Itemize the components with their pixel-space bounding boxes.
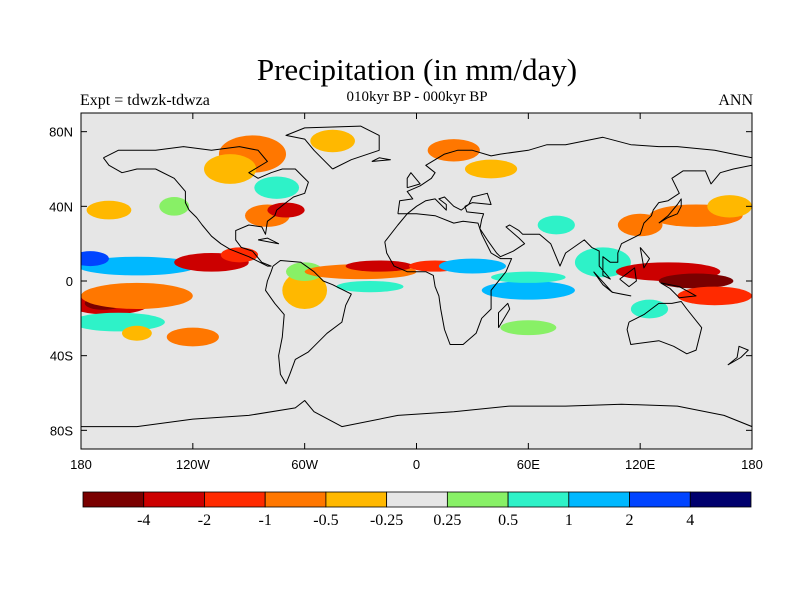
coastline — [593, 271, 613, 293]
colorbar-swatch — [629, 491, 691, 508]
anomaly-patch — [81, 312, 165, 332]
y-tick-label: 40S — [50, 349, 73, 364]
x-tick-label: 180 — [741, 457, 763, 472]
coastline — [265, 260, 352, 385]
colorbar: -4 -2 -1 -0.5 -0.25 0.25 0.5 1 2 4 — [82, 491, 752, 529]
coastline — [626, 301, 703, 355]
anomaly-patch — [310, 129, 355, 153]
coastline — [612, 291, 632, 297]
colorbar-label: 0.5 — [498, 512, 518, 529]
y-tick-label: 80S — [50, 423, 73, 438]
colorbar-label: 0.25 — [433, 512, 461, 529]
colorbar-swatch — [82, 491, 145, 508]
colorbar-swatch — [568, 491, 630, 508]
colorbar-swatch — [204, 491, 266, 508]
anomaly-patch — [345, 260, 413, 272]
experiment-label: Expt = tdwzk-tdwza — [80, 92, 210, 109]
anomaly-patch — [254, 176, 300, 199]
colorbar-label: 4 — [686, 512, 694, 529]
coastline — [81, 400, 752, 428]
colorbar-swatch — [325, 491, 388, 508]
chart-title: Precipitation (in mm/day) — [256, 52, 578, 87]
anomaly-patch — [707, 195, 752, 218]
colorbar-label: -4 — [137, 512, 150, 529]
anomaly-patch — [81, 282, 193, 309]
y-tick-label: 40N — [49, 199, 73, 214]
coastline — [619, 267, 637, 288]
colorbar-swatch — [446, 491, 509, 508]
anomaly-patch — [438, 258, 506, 274]
season-label: ANN — [718, 92, 753, 109]
coastline — [406, 172, 421, 189]
colorbar-label: -2 — [198, 512, 211, 529]
colorbar-swatch — [507, 491, 570, 508]
anomaly-patch — [267, 202, 305, 218]
colorbar-swatch — [264, 491, 327, 508]
anomaly-patch — [81, 256, 197, 276]
anomaly-patch — [630, 299, 669, 319]
anomaly-patch — [220, 247, 259, 263]
x-tick-label: 120E — [625, 457, 656, 472]
anomaly-patch — [286, 262, 324, 281]
anomaly-patch — [677, 286, 752, 306]
colorbar-label: 1 — [565, 512, 573, 529]
anomaly-patch — [81, 251, 109, 267]
coastline — [658, 198, 682, 224]
colorbar-swatch — [689, 491, 752, 508]
chart-subtitle: 010kyr BP - 000kyr BP — [346, 89, 488, 105]
colorbar-swatch — [143, 491, 205, 508]
anomaly-patch — [500, 320, 557, 336]
map-background — [81, 113, 752, 449]
anomaly-patch — [336, 281, 404, 293]
coastline — [498, 302, 511, 328]
map-plot-area — [81, 113, 752, 449]
colorbar-swatch — [386, 491, 448, 508]
x-tick-label: 120W — [176, 457, 211, 472]
y-tick-label: 0 — [66, 274, 73, 289]
colorbar-label: -0.5 — [313, 512, 338, 529]
anomaly-patch — [537, 215, 575, 235]
anomaly-patch — [204, 154, 257, 184]
anomaly-patch — [481, 281, 575, 300]
x-tick-label: 180 — [70, 457, 92, 472]
anomaly-patch — [282, 271, 328, 310]
colorbar-label: -0.25 — [370, 512, 403, 529]
anomaly-patch — [166, 327, 219, 347]
coastline — [102, 146, 309, 267]
coastline — [727, 345, 749, 366]
colorbar-label: -1 — [259, 512, 272, 529]
anomaly-patch — [491, 271, 566, 283]
y-tick-label: 80N — [49, 125, 73, 140]
coastline — [384, 213, 513, 345]
coastline — [397, 136, 752, 280]
anomaly-patch — [122, 325, 152, 341]
anomaly-patch — [658, 273, 734, 289]
map-axes: 80N 40N 0 40S 80S 180 120W 60W 0 60E 120E 180 — [49, 112, 763, 472]
coastline — [371, 157, 391, 162]
coastline — [639, 247, 650, 269]
x-tick-label: 60E — [517, 457, 540, 472]
colorbar-label: 2 — [626, 512, 634, 529]
coastline — [285, 125, 380, 170]
anomaly-patch — [86, 200, 132, 220]
coastline — [258, 237, 280, 245]
anomaly-patch — [617, 213, 663, 237]
x-tick-label: 60W — [291, 457, 318, 472]
anomaly-patch — [159, 197, 190, 216]
coastline — [660, 282, 697, 299]
x-tick-label: 0 — [413, 457, 420, 472]
anomaly-patch — [464, 159, 518, 179]
